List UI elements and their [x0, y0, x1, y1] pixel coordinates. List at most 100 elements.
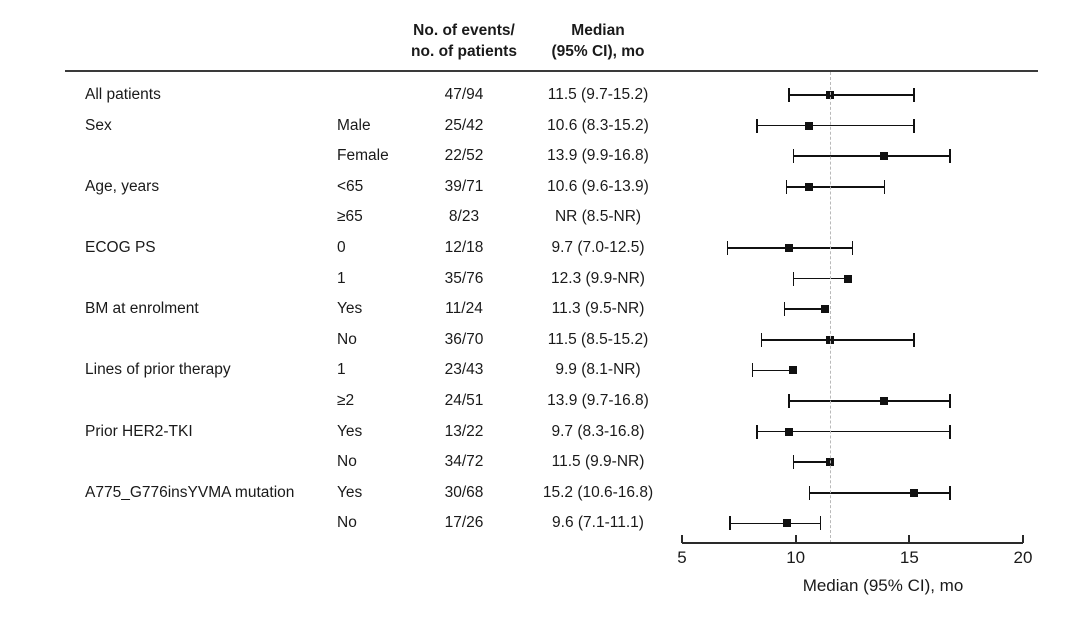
forest-row: A775_G776insYVMA mutation Yes 30/68 15.2 (1…: [0, 478, 1080, 508]
ci-line: [788, 400, 951, 402]
ci-cap-right: [819, 516, 822, 531]
ci-cap-left: [726, 241, 729, 255]
ci-cap-left: [788, 88, 790, 102]
group-label: Age, years: [85, 177, 160, 195]
forest-row: ≥2 24/51 13.9 (9.7-16.8): [0, 386, 1080, 416]
group-label: BM at enrolment: [85, 300, 199, 318]
median-ci-value: 9.9 (8.1-NR): [555, 361, 641, 379]
ci-line: [786, 186, 885, 188]
header-rule: [65, 70, 1038, 72]
level-label: No: [337, 514, 357, 532]
median-ci-value: NR (8.5-NR): [554, 208, 642, 226]
ci-line: [809, 492, 951, 494]
ci-line: [793, 277, 848, 280]
forest-row: ECOG PS 0 12/18 9.7 (7.0-12.5): [0, 233, 1080, 263]
level-label: Female: [337, 147, 389, 165]
forest-row: BM at enrolment Yes 11/24 11.3 (9.5-NR): [0, 294, 1080, 324]
group-label: Lines of prior therapy: [85, 361, 231, 379]
x-axis-title: Median (95% CI), mo: [802, 576, 964, 595]
ci-line: [729, 522, 821, 525]
forest-row: ≥65 8/23 NR (8.5-NR): [0, 202, 1080, 232]
level-label: 1: [337, 361, 346, 379]
ci-cap-left: [792, 455, 795, 470]
ci-cap-left: [751, 363, 754, 378]
median-ci-value: 9.7 (8.3-16.8): [551, 422, 645, 440]
ci-cap-right: [913, 88, 915, 102]
events-value: 12/18: [444, 239, 484, 256]
group-label: Prior HER2-TKI: [85, 422, 193, 440]
group-label: ECOG PS: [85, 239, 156, 256]
median-marker: [843, 274, 852, 283]
axis-tick-label: 5: [677, 548, 687, 567]
ci-cap-right: [949, 149, 952, 164]
median-ci-value: 10.6 (9.6-13.9): [547, 177, 649, 195]
events-value: 34/72: [444, 453, 484, 471]
ci-line: [784, 308, 826, 310]
ci-line: [752, 369, 794, 372]
axis-tick: [681, 535, 683, 543]
median-ci-value: 9.7 (7.0-12.5): [551, 239, 645, 256]
median-ci-value: 13.9 (9.7-16.8): [547, 392, 649, 409]
median-ci-value: 15.2 (10.6-16.8): [542, 483, 654, 501]
events-value: 23/43: [444, 361, 484, 379]
forest-row: No 34/72 11.5 (9.9-NR): [0, 447, 1080, 477]
forest-row: Sex Male 25/42 10.6 (8.3-15.2): [0, 111, 1080, 141]
group-label: Sex: [85, 116, 112, 134]
median-ci-value: 11.5 (9.9-NR): [551, 453, 645, 471]
axis-tick-label: 20: [1013, 548, 1033, 567]
reference-line: [829, 72, 831, 543]
level-label: Yes: [337, 483, 363, 501]
median-ci-value: 11.3 (9.5-NR): [551, 300, 645, 318]
ci-cap-left: [808, 485, 811, 500]
level-label: <65: [337, 177, 364, 195]
column-header-median: Median (95% CI), mo: [551, 22, 645, 60]
level-label: ≥65: [337, 208, 363, 226]
forest-row: 1 35/76 12.3 (9.9-NR): [0, 264, 1080, 294]
ci-cap-right: [949, 424, 952, 439]
axis-tick-label: 10: [786, 548, 806, 567]
ci-line: [788, 94, 914, 96]
forest-row: No 17/26 9.6 (7.1-11.1): [0, 508, 1080, 538]
median-ci-value: 13.9 (9.9-16.8): [547, 147, 649, 165]
events-value: 24/51: [444, 392, 484, 409]
events-value: 13/22: [444, 422, 484, 440]
axis-tick: [794, 535, 797, 543]
ci-cap-right: [913, 118, 915, 133]
median-marker: [805, 121, 814, 130]
median-marker: [784, 244, 793, 252]
ci-cap-left: [783, 302, 786, 317]
ci-line: [757, 430, 951, 433]
events-value: 35/76: [444, 269, 484, 287]
events-value: 30/68: [444, 483, 484, 501]
events-value: 25/42: [444, 116, 484, 134]
forest-row: Female 22/52 13.9 (9.9-16.8): [0, 141, 1080, 171]
level-label: No: [337, 330, 357, 348]
ci-cap-right: [949, 485, 952, 500]
group-label: All patients: [85, 86, 161, 103]
forest-row: Prior HER2-TKI Yes 13/22 9.7 (8.3-16.8): [0, 417, 1080, 447]
median-ci-value: 10.6 (8.3-15.2): [547, 116, 649, 134]
events-value: 39/71: [444, 177, 484, 195]
level-label: 1: [337, 269, 346, 287]
level-label: ≥2: [337, 392, 355, 409]
events-value: 36/70: [444, 330, 484, 348]
ci-cap-right: [949, 394, 952, 408]
median-marker: [880, 152, 889, 161]
median-marker: [909, 488, 918, 497]
level-label: No: [337, 453, 357, 471]
ci-cap-right: [883, 179, 886, 194]
ci-cap-right: [913, 332, 915, 347]
level-label: 0: [337, 239, 346, 256]
median-ci-value: 9.6 (7.1-11.1): [552, 514, 644, 532]
forest-row: No 36/70 11.5 (8.5-15.2): [0, 325, 1080, 355]
axis-tick: [1022, 535, 1024, 543]
x-axis: [682, 542, 1023, 544]
forest-row: All patients 47/94 11.5 (9.7-15.2): [0, 80, 1080, 110]
ci-cap-left: [756, 424, 758, 439]
events-value: 17/26: [444, 514, 484, 532]
median-marker: [880, 397, 889, 405]
forest-row: Age, years <65 39/71 10.6 (9.6-13.9): [0, 172, 1080, 202]
axis-tick: [908, 535, 911, 543]
median-marker: [782, 519, 791, 528]
